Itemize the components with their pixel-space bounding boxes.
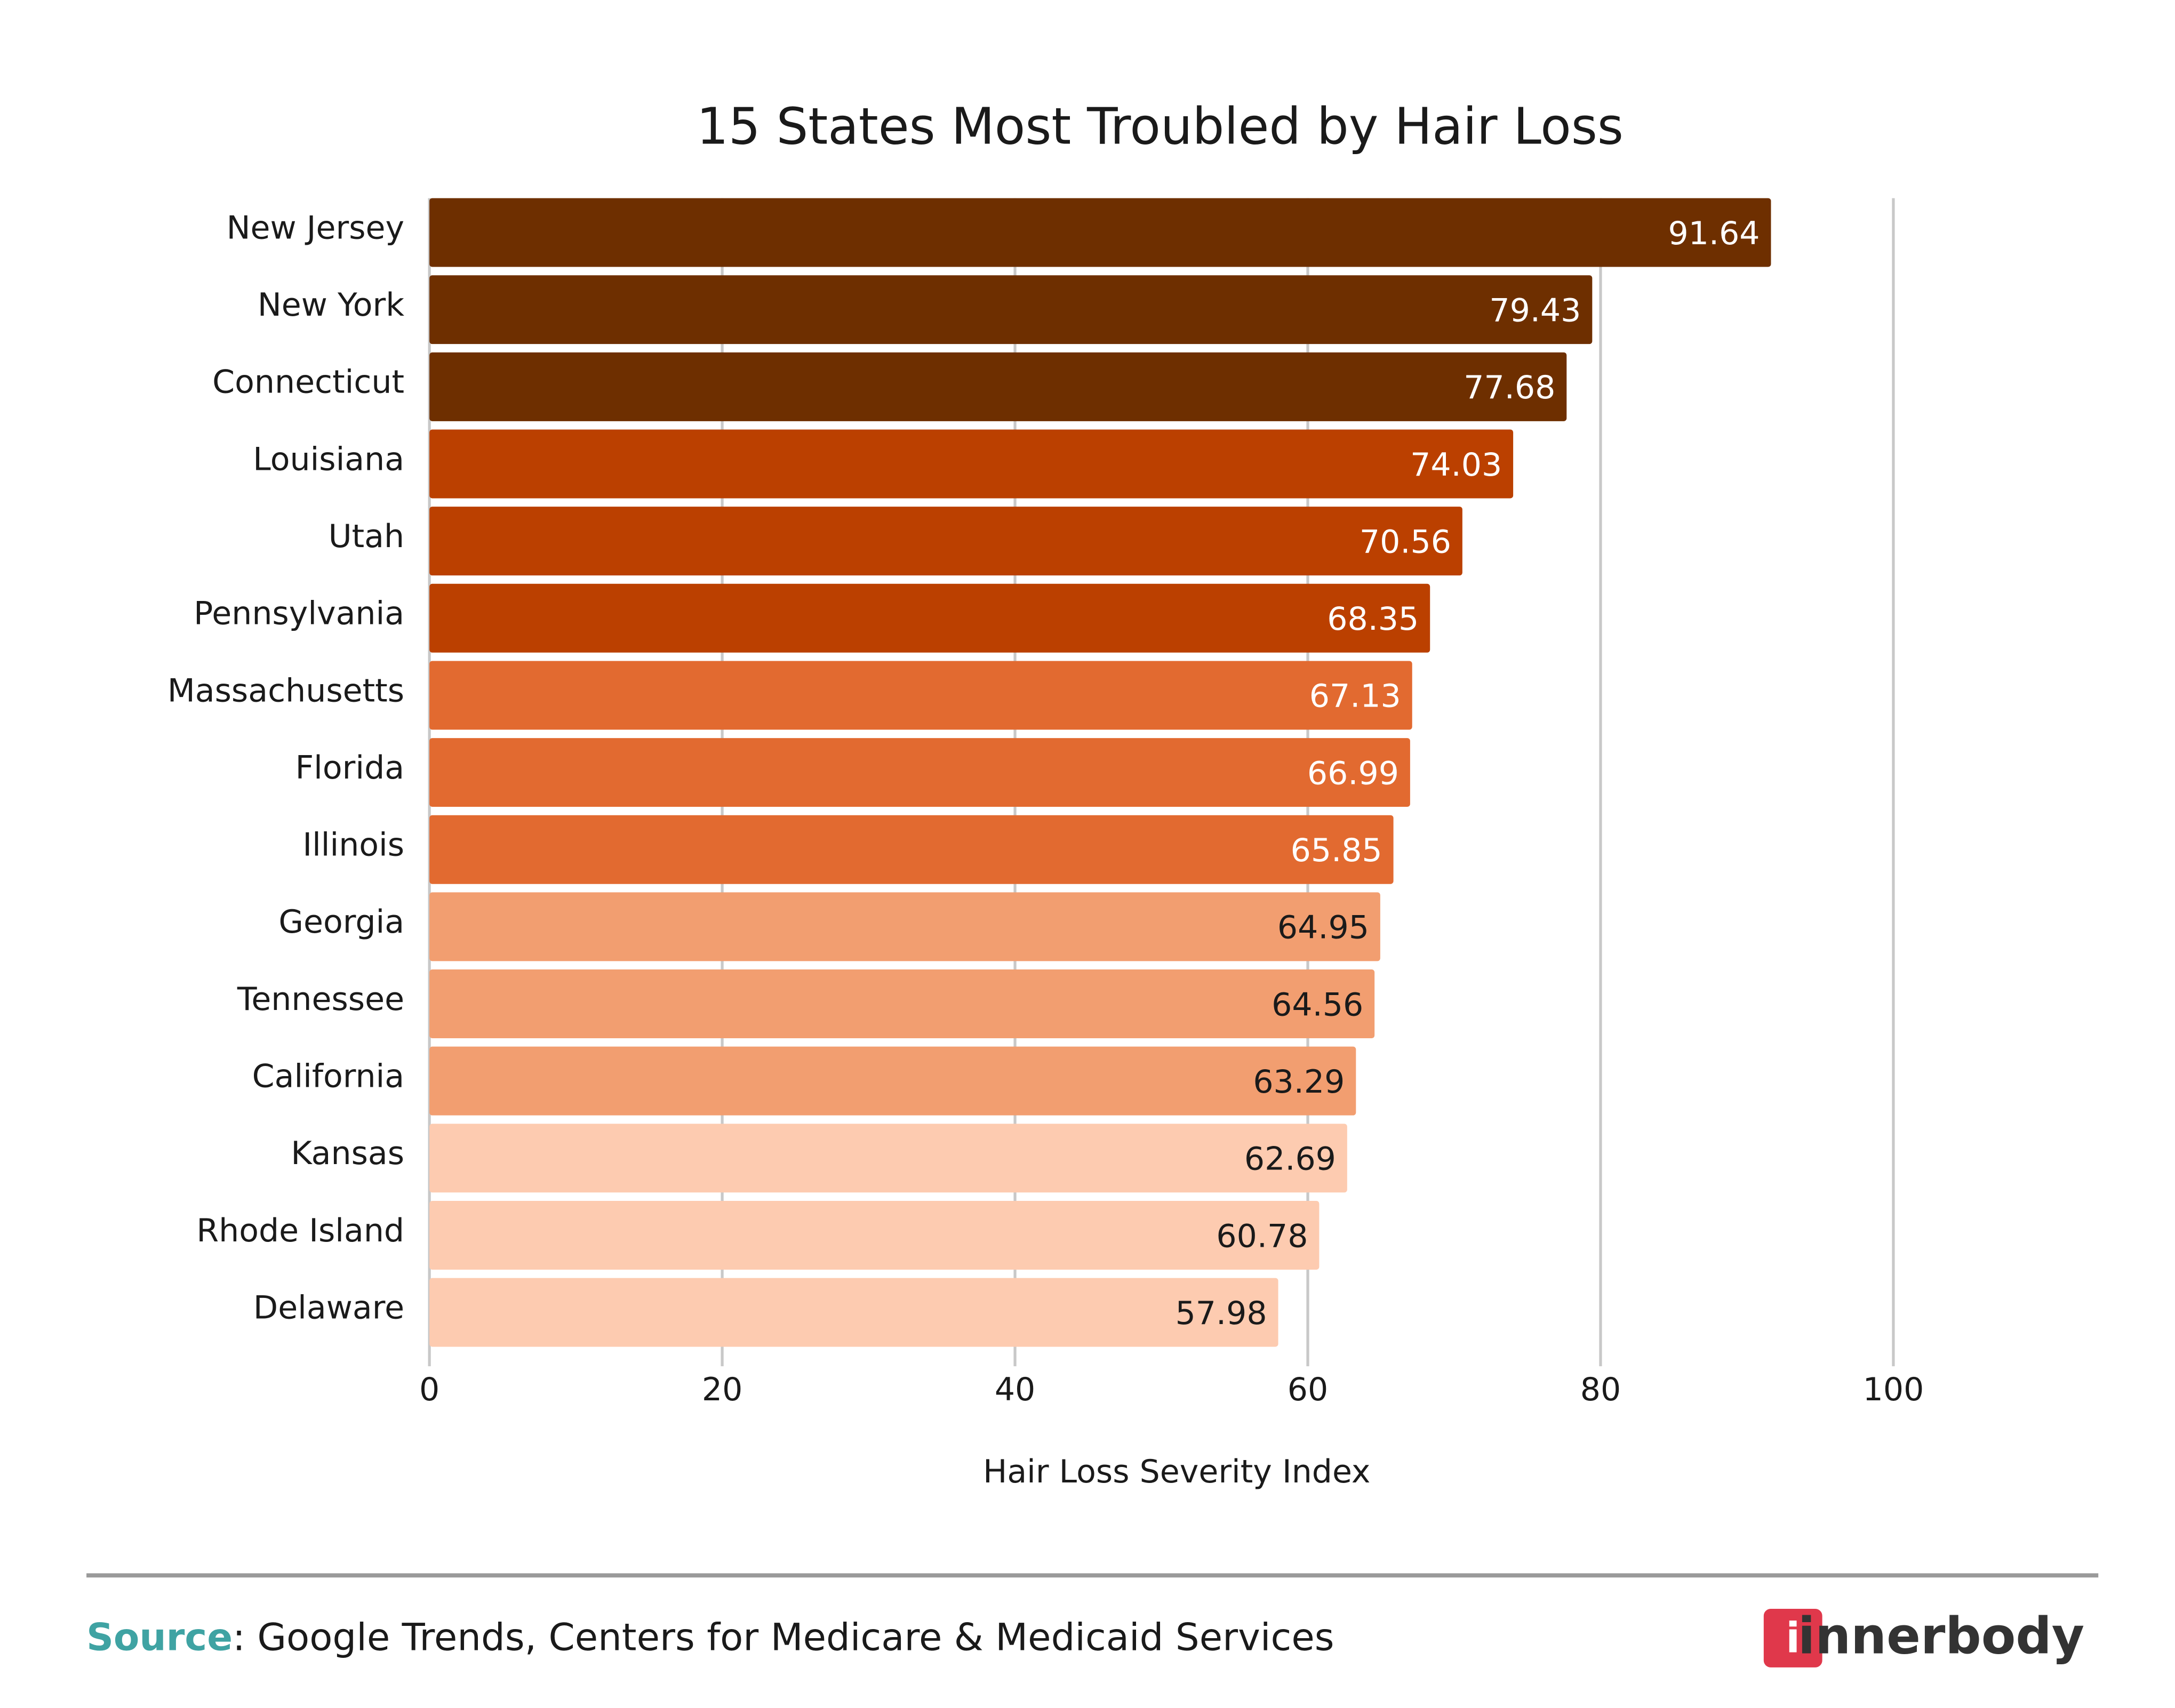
x-tick-label: 80 — [1580, 1371, 1621, 1408]
x-tick-label: 100 — [1863, 1371, 1924, 1408]
value-label: 68.35 — [1327, 600, 1419, 638]
footer-source: Source: Google Trends, Centers for Medic… — [86, 1615, 1334, 1659]
value-label: 91.64 — [1668, 215, 1760, 252]
y-tick-label: Massachusetts — [167, 672, 404, 709]
y-tick-label: Tennessee — [237, 981, 404, 1018]
value-label: 67.13 — [1309, 678, 1401, 715]
x-axis-title: Hair Loss Severity Index — [983, 1453, 1370, 1490]
bar — [429, 738, 1410, 807]
value-label: 74.03 — [1410, 446, 1502, 484]
y-tick-label: Rhode Island — [196, 1212, 404, 1249]
bar — [429, 198, 1771, 267]
source-text: : Google Trends, Centers for Medicare & … — [233, 1615, 1334, 1659]
bar — [429, 1278, 1278, 1347]
value-label: 64.56 — [1272, 986, 1363, 1023]
logo-icon-bg — [1763, 1609, 1822, 1667]
value-label: 62.69 — [1244, 1141, 1336, 1178]
y-tick-label: New Jersey — [227, 209, 405, 246]
y-tick-label: New York — [258, 286, 404, 324]
y-tick-label: Florida — [295, 749, 404, 787]
y-tick-label: Connecticut — [212, 364, 404, 401]
bar — [429, 1124, 1347, 1193]
y-tick-label: Utah — [329, 518, 405, 555]
bar — [429, 507, 1462, 576]
chart-title: 15 States Most Troubled by Hair Loss — [697, 98, 1624, 156]
bar — [429, 583, 1430, 653]
source-label: Source — [86, 1615, 233, 1659]
logo-icon: i — [1786, 1614, 1800, 1663]
value-label: 66.99 — [1307, 755, 1399, 792]
bar — [429, 1200, 1320, 1270]
bar — [429, 352, 1567, 421]
bar — [429, 969, 1375, 1038]
y-tick-label: Kansas — [291, 1135, 404, 1172]
x-tick-label: 0 — [419, 1371, 439, 1408]
y-tick-label: Louisiana — [253, 440, 404, 478]
value-label: 65.85 — [1291, 832, 1382, 869]
bar — [429, 661, 1412, 730]
value-label: 79.43 — [1489, 292, 1581, 330]
y-tick-label: Illinois — [302, 827, 404, 864]
x-tick-label: 40 — [995, 1371, 1035, 1408]
value-label: 77.68 — [1464, 369, 1555, 406]
x-tick-label: 60 — [1288, 1371, 1329, 1408]
value-label: 70.56 — [1360, 523, 1451, 560]
y-tick-label: California — [252, 1058, 404, 1095]
bar — [429, 275, 1593, 344]
y-tick-label: Georgia — [278, 903, 404, 941]
bar — [429, 815, 1394, 884]
value-label: 64.95 — [1277, 909, 1369, 947]
bar — [429, 429, 1514, 499]
bar — [429, 892, 1380, 961]
value-label: 63.29 — [1253, 1063, 1345, 1101]
value-label: 60.78 — [1216, 1217, 1308, 1255]
value-label: 57.98 — [1176, 1295, 1267, 1332]
bar — [429, 1046, 1356, 1116]
x-tick-label: 20 — [702, 1371, 743, 1408]
y-tick-label: Pennsylvania — [194, 595, 404, 632]
logo-text: innerbody — [1798, 1607, 2084, 1665]
y-tick-label: Delaware — [253, 1289, 404, 1326]
